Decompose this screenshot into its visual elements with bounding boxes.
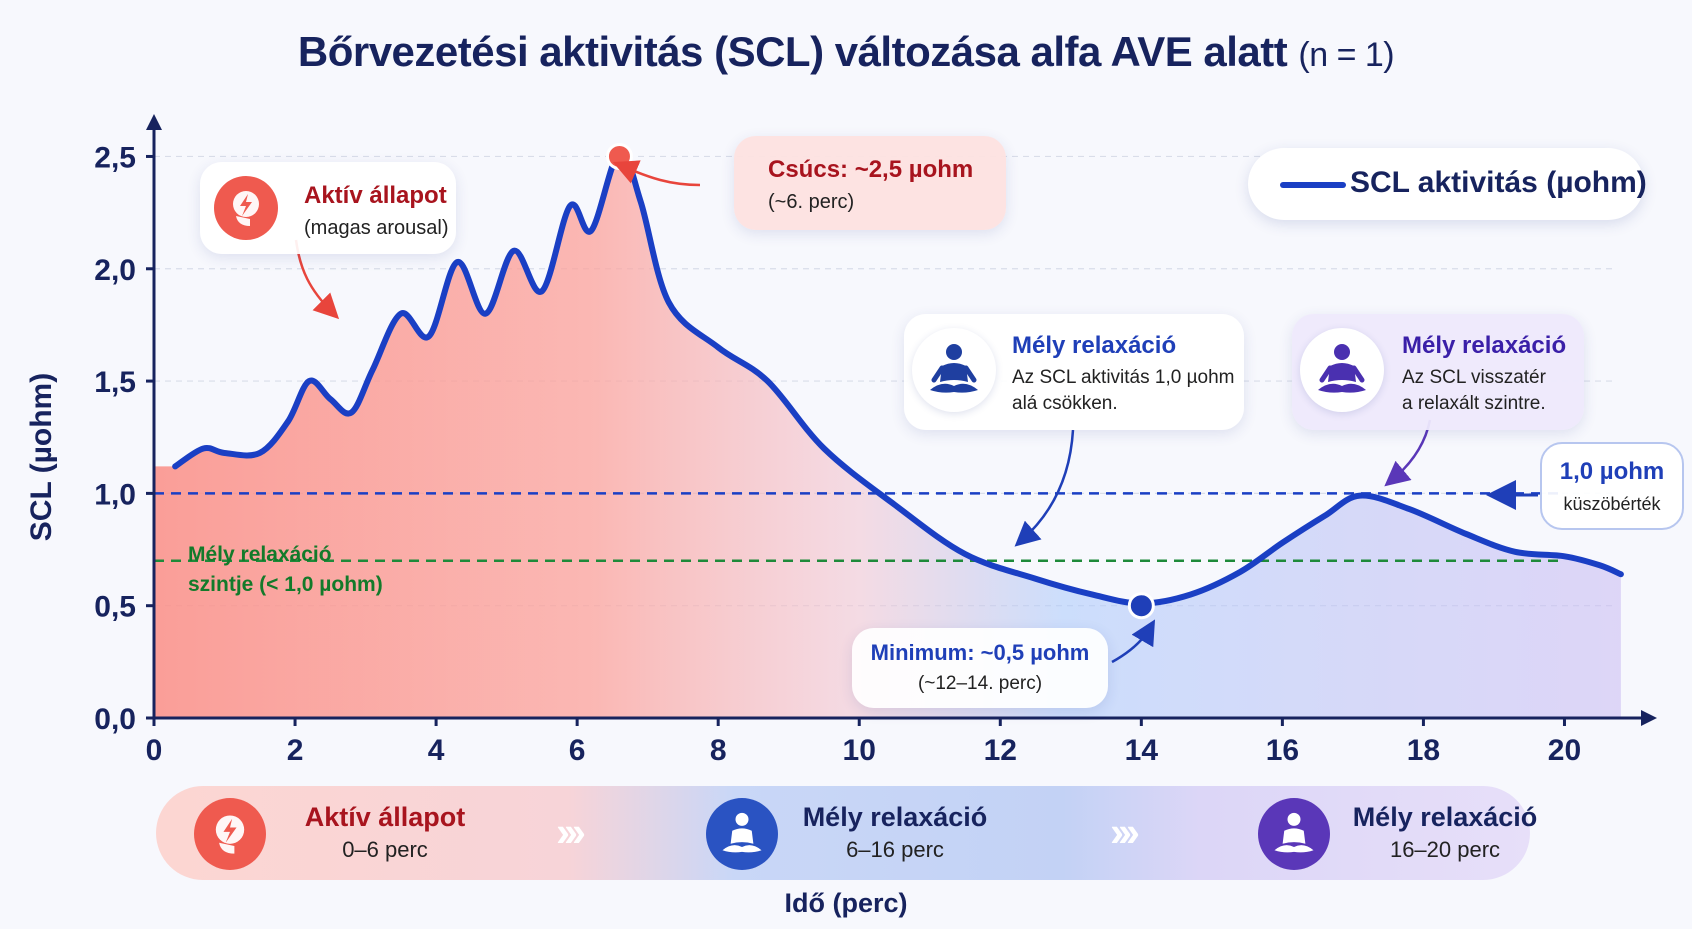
x-tick-label: 6 xyxy=(569,734,586,767)
peak-title: Csúcs: ~2,5 µohm xyxy=(768,156,974,183)
x-tick-label: 0 xyxy=(146,734,163,767)
deep-relaxation-text-2a: Az SCL visszatér xyxy=(1402,367,1546,388)
phase-deep-1-range: 6–16 perc xyxy=(846,837,944,862)
active-state-title: Aktív állapot xyxy=(304,182,447,209)
phase-deep-2: Mély relaxáció 16–20 perc xyxy=(1350,802,1540,863)
minimum-text: (~12–14. perc) xyxy=(917,673,1043,694)
threshold-card: 1,0 µohm küszöbérték xyxy=(1540,442,1684,530)
deep-ref-line1: Mély relaxáció xyxy=(188,543,332,566)
minimum-marker xyxy=(1127,592,1155,620)
meditation-icon xyxy=(1300,328,1384,412)
minimum-title: Minimum: ~0,5 µohm xyxy=(870,640,1090,665)
x-tick-label: 4 xyxy=(428,734,445,767)
phase-deep-1-name: Mély relaxáció xyxy=(802,802,988,832)
peak-marker xyxy=(605,142,633,170)
meditation-icon xyxy=(912,328,996,412)
chevrons-icon: ››› xyxy=(556,808,586,855)
active-state-card: Aktív állapot (magas arousal) xyxy=(200,162,456,254)
x-tick-label: 2 xyxy=(287,734,304,767)
y-tick-label: 1,5 xyxy=(94,366,136,399)
y-axis-label: SCL (µohm) xyxy=(25,372,58,542)
page-title: Bőrvezetési aktivitás (SCL) változása al… xyxy=(297,28,1395,75)
deep-relaxation-card-1: Mély relaxáció Az SCL aktivitás 1,0 µohm… xyxy=(904,314,1244,430)
deep-relaxation-text-1b: alá csökken. xyxy=(1012,393,1118,414)
minimum-card: Minimum: ~0,5 µohm (~12–14. perc) xyxy=(852,628,1108,708)
y-tick-label: 2,0 xyxy=(94,254,136,287)
phase-bar xyxy=(156,786,1530,880)
x-tick-label: 14 xyxy=(1125,734,1159,767)
meditation-icon xyxy=(706,798,778,870)
phase-active-range: 0–6 perc xyxy=(342,837,428,862)
deep-relaxation-text-2b: a relaxált szintre. xyxy=(1402,393,1546,414)
y-tick-label: 0,0 xyxy=(94,703,136,736)
scl-series-line xyxy=(172,148,1624,607)
y-tick-label: 1,0 xyxy=(94,478,136,511)
legend: SCL aktivitás (µohm) xyxy=(1248,148,1647,220)
peak-card: Csúcs: ~2,5 µohm (~6. perc) xyxy=(734,136,1006,230)
x-tick-label: 12 xyxy=(984,734,1017,767)
active-state-text: (magas arousal) xyxy=(304,217,449,239)
meditation-icon xyxy=(1258,798,1330,870)
phase-deep-1: Mély relaxáció 6–16 perc xyxy=(800,802,990,863)
x-tick-label: 8 xyxy=(710,734,727,767)
x-tick-label: 10 xyxy=(843,734,876,767)
deep-relaxation-text-1a: Az SCL aktivitás 1,0 µohm xyxy=(1012,367,1235,388)
threshold-text: küszöbérték xyxy=(1563,494,1661,514)
deep-relaxation-title-2: Mély relaxáció xyxy=(1402,332,1567,359)
x-axis-label: Idő (perc) xyxy=(784,888,908,918)
peak-text: (~6. perc) xyxy=(768,191,855,213)
legend-label: SCL aktivitás (µohm) xyxy=(1350,166,1647,199)
annotation-arrows xyxy=(294,160,1538,664)
axes xyxy=(146,114,1657,726)
y-tick-label: 0,5 xyxy=(94,591,136,624)
head-lightning-icon xyxy=(214,176,278,240)
x-tick-label: 18 xyxy=(1407,734,1440,767)
y-axis-arrow-icon xyxy=(146,114,162,130)
x-tick-label: 16 xyxy=(1266,734,1299,767)
scl-area-fill xyxy=(154,151,1621,718)
phase-deep-2-range: 16–20 perc xyxy=(1389,837,1501,862)
phase-deep-2-name: Mély relaxáció xyxy=(1352,802,1538,832)
legend-line-swatch xyxy=(1280,182,1346,188)
x-tick-label: 20 xyxy=(1548,734,1581,767)
deep-ref-line2: szintje (< 1,0 µohm) xyxy=(188,573,383,596)
x-axis-arrow-icon xyxy=(1641,710,1657,726)
phase-active: Aktív állapot 0–6 perc xyxy=(290,802,480,863)
phase-active-name: Aktív állapot xyxy=(304,802,466,832)
deep-relaxation-title-1: Mély relaxáció xyxy=(1012,332,1177,359)
deep-relaxation-ref-label: Mély relaxáció szintje (< 1,0 µohm) xyxy=(188,540,383,600)
y-tick-label: 2,5 xyxy=(94,141,136,174)
threshold-value: 1,0 µohm xyxy=(1559,458,1665,485)
head-lightning-icon xyxy=(194,798,266,870)
chevrons-icon: ››› xyxy=(1110,808,1140,855)
deep-relaxation-card-2: Mély relaxáció Az SCL visszatér a relaxá… xyxy=(1292,314,1584,430)
